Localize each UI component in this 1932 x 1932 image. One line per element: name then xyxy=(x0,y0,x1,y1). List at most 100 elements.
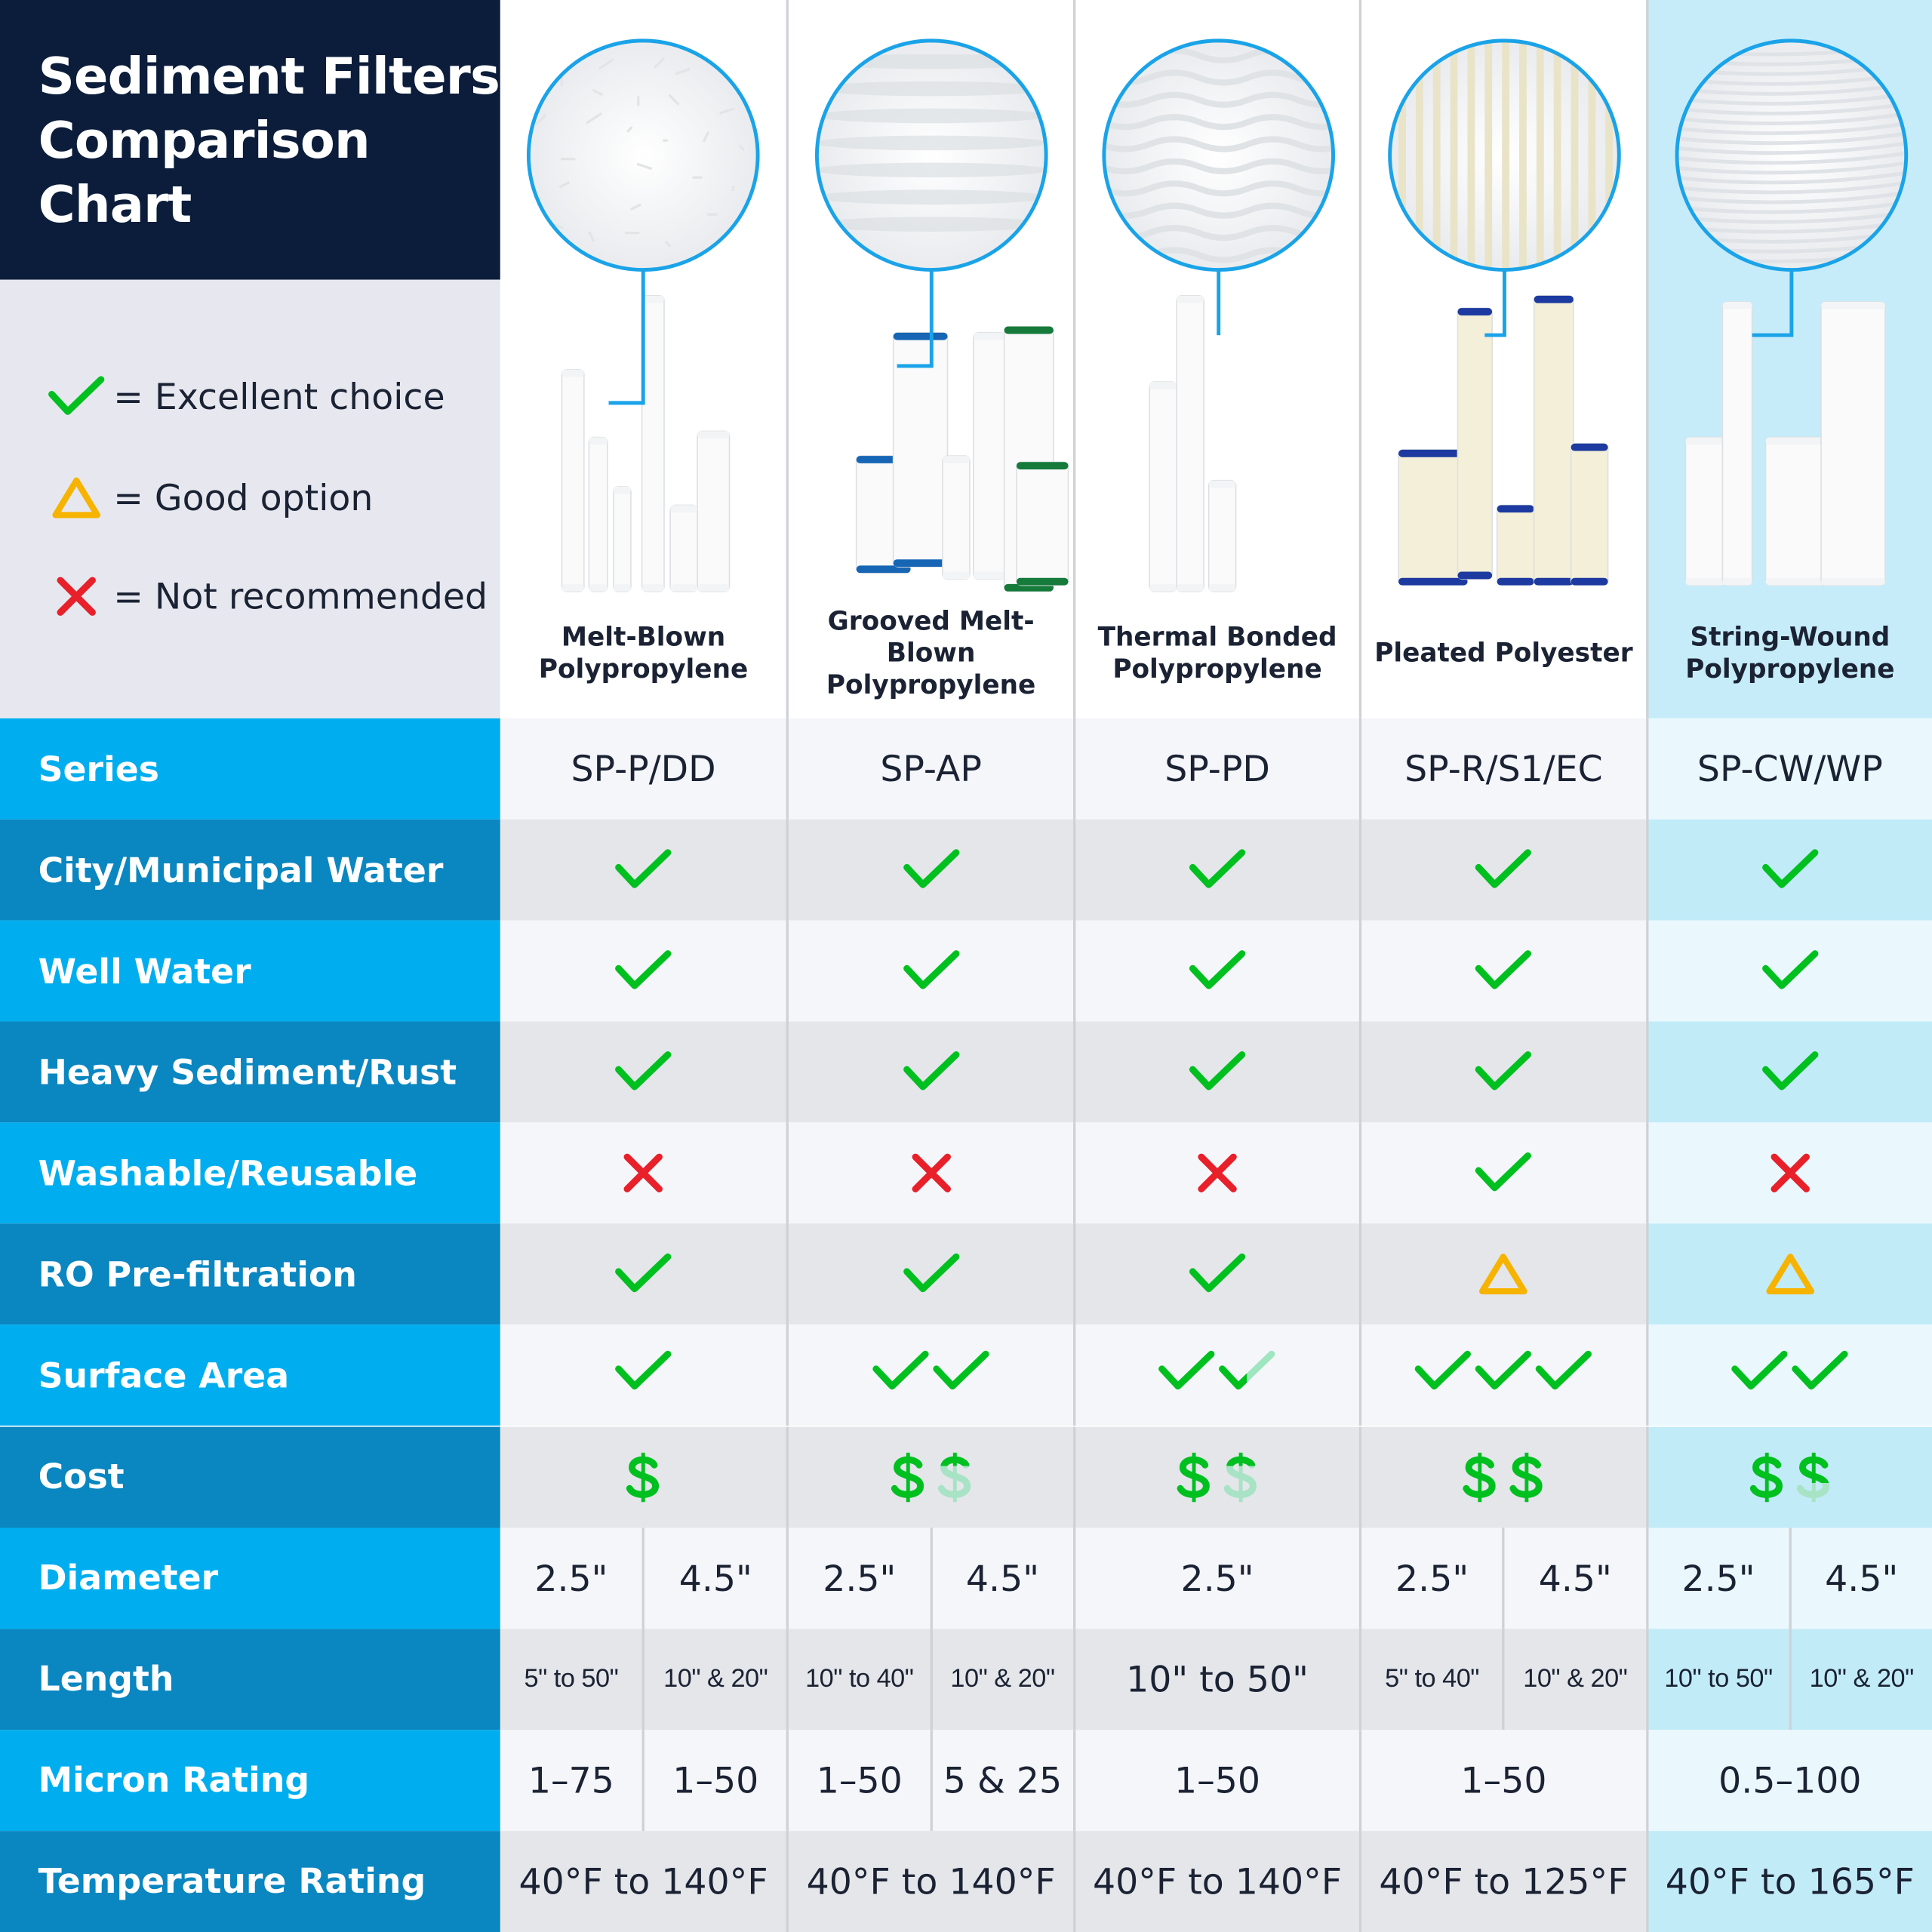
filter-image xyxy=(789,0,1075,604)
cell-value: 10" & 20" xyxy=(1789,1628,1932,1730)
table-row: Heavy Sediment/Rust xyxy=(0,1021,1932,1123)
triangle-icon xyxy=(1479,1252,1528,1297)
table-row: Surface Area xyxy=(0,1324,1932,1426)
table-cell: 5" to 40" 10" & 20" xyxy=(1359,1628,1646,1730)
cell-value: 5 & 25 xyxy=(929,1729,1073,1831)
check-icon xyxy=(1189,1051,1246,1094)
table-row: Length 5" to 50" 10" & 20" 10" to 40" 10" & … xyxy=(0,1628,1932,1730)
cell-value: 10" & 20" xyxy=(1502,1628,1646,1730)
table-cell: 40°F to 140°F xyxy=(500,1830,787,1932)
cell-value: 10" & 20" xyxy=(929,1628,1073,1730)
row-label: Heavy Sediment/Rust xyxy=(0,1021,500,1123)
cell-value: 2.5" xyxy=(1180,1557,1254,1599)
cell-value: SP-P/DD xyxy=(571,748,716,790)
row-label: RO Pre-filtration xyxy=(0,1223,500,1325)
check-icon xyxy=(1219,1350,1248,1392)
cost-dollars xyxy=(620,1448,667,1505)
row-label: Micron Rating xyxy=(0,1729,500,1831)
legend-item: = Good option xyxy=(47,475,373,520)
table-row: Diameter 2.5" 4.5" 2.5" 4.5" 2.5" 2.5" 4.5" 2.5"… xyxy=(0,1527,1932,1629)
table-cell: SP-CW/WP xyxy=(1645,718,1932,820)
table-cell xyxy=(1359,819,1646,921)
cell-value: 2.5" xyxy=(1395,1557,1469,1599)
product-header: Thermal Bonded Polypropylene xyxy=(1072,0,1361,718)
check-icon xyxy=(1761,950,1818,992)
table-cell: 40°F to 140°F xyxy=(1072,1830,1360,1932)
cross-icon xyxy=(55,575,97,617)
product-name-line: Grooved Melt-Blown xyxy=(827,606,1035,668)
table-cell: 40°F to 165°F xyxy=(1645,1830,1932,1932)
product-header: Pleated Polyester xyxy=(1359,0,1646,718)
table-cell xyxy=(786,1223,1073,1325)
dollar-icon xyxy=(1172,1448,1217,1505)
cell-value: 4.5" xyxy=(1789,1527,1932,1629)
check-icon xyxy=(1189,950,1246,992)
check-mark xyxy=(1536,1350,1592,1401)
triangle-icon xyxy=(1765,1252,1814,1297)
table-cell xyxy=(786,1122,1073,1224)
cell-value: 1–50 xyxy=(816,1759,903,1801)
table-row: Micron Rating 1–75 1–50 1–50 5 & 25 1–50 1–50 0… xyxy=(0,1729,1932,1831)
table-cell xyxy=(1645,1021,1932,1123)
row-label: City/Municipal Water xyxy=(0,819,500,921)
table-cell: 2.5" 4.5" xyxy=(500,1527,787,1629)
product-header: Melt-Blown Polypropylene xyxy=(500,0,787,718)
table-cell xyxy=(500,1122,787,1224)
cell-value: SP-CW/WP xyxy=(1697,748,1883,790)
check-icon xyxy=(933,1350,989,1392)
table-cell xyxy=(1072,1426,1360,1527)
legend-label: = Excellent choice xyxy=(113,375,445,418)
check-icon xyxy=(1792,1350,1848,1392)
table-cell xyxy=(786,1324,1073,1426)
cell-value: 40°F to 125°F xyxy=(1379,1860,1629,1903)
check-icon xyxy=(1415,1350,1472,1392)
row-label: Cost xyxy=(0,1426,500,1527)
table-cell xyxy=(1645,1426,1932,1527)
table-cell: 10" to 40" 10" & 20" xyxy=(786,1628,1073,1730)
table-cell xyxy=(1645,1223,1932,1325)
cross-icon xyxy=(910,1152,952,1195)
cell-value: 10" to 50" xyxy=(1664,1664,1773,1693)
cell-value: 1–75 xyxy=(528,1759,614,1801)
table-cell: SP-P/DD xyxy=(500,718,787,820)
table-cell xyxy=(786,920,1073,1022)
table-cell: 40°F to 125°F xyxy=(1359,1830,1646,1932)
check-mark xyxy=(1158,1350,1216,1401)
check-icon xyxy=(1189,1254,1246,1296)
cell-value: 40°F to 140°F xyxy=(806,1860,1056,1903)
check-icon xyxy=(903,1051,959,1094)
table-cell xyxy=(500,1223,787,1325)
legend-icon-wrap xyxy=(47,475,106,520)
check-icon xyxy=(1536,1350,1592,1392)
filter-image xyxy=(1075,0,1361,604)
check-mark xyxy=(1475,1350,1532,1401)
cell-value: 1–50 xyxy=(1174,1759,1261,1801)
title-line: Sediment Filters xyxy=(38,47,500,106)
dollar-icon xyxy=(1505,1448,1549,1505)
product-name: Melt-Blown Polypropylene xyxy=(500,616,786,690)
dollar-icon xyxy=(621,1448,666,1505)
cell-value: 2.5" xyxy=(823,1557,897,1599)
triangle-icon xyxy=(52,475,101,520)
table-cell xyxy=(1072,920,1360,1022)
table-cell xyxy=(1359,920,1646,1022)
table-cell: 1–50 xyxy=(1072,1729,1360,1831)
legend-label: = Not recommended xyxy=(113,575,488,617)
product-name-line: Pleated Polyester xyxy=(1374,638,1633,668)
table-row: Well Water xyxy=(0,920,1932,1022)
cross-icon xyxy=(1769,1152,1811,1195)
check-mark xyxy=(1792,1350,1848,1401)
cell-value: 40°F to 140°F xyxy=(1092,1860,1343,1903)
table-cell xyxy=(786,1426,1073,1527)
check-mark xyxy=(615,1350,672,1401)
cell-value: 10" & 20" xyxy=(641,1628,786,1730)
dollar-icon xyxy=(885,1448,930,1505)
product-header: String-Wound Polypropylene xyxy=(1645,0,1932,718)
check-icon xyxy=(903,849,959,891)
table-cell xyxy=(500,1324,787,1426)
check-icon xyxy=(1475,1350,1532,1392)
table-cell xyxy=(1359,1223,1646,1325)
check-icon xyxy=(1761,1051,1818,1094)
table-cell xyxy=(500,920,787,1022)
